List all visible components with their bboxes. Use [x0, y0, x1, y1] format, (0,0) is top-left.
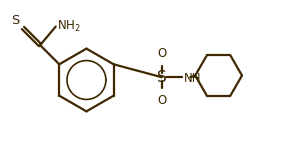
Text: O: O [157, 94, 166, 107]
Text: NH$_2$: NH$_2$ [57, 19, 81, 34]
Text: NH: NH [184, 73, 201, 85]
Text: S: S [157, 70, 167, 85]
Text: S: S [11, 14, 20, 27]
Text: O: O [157, 47, 166, 60]
